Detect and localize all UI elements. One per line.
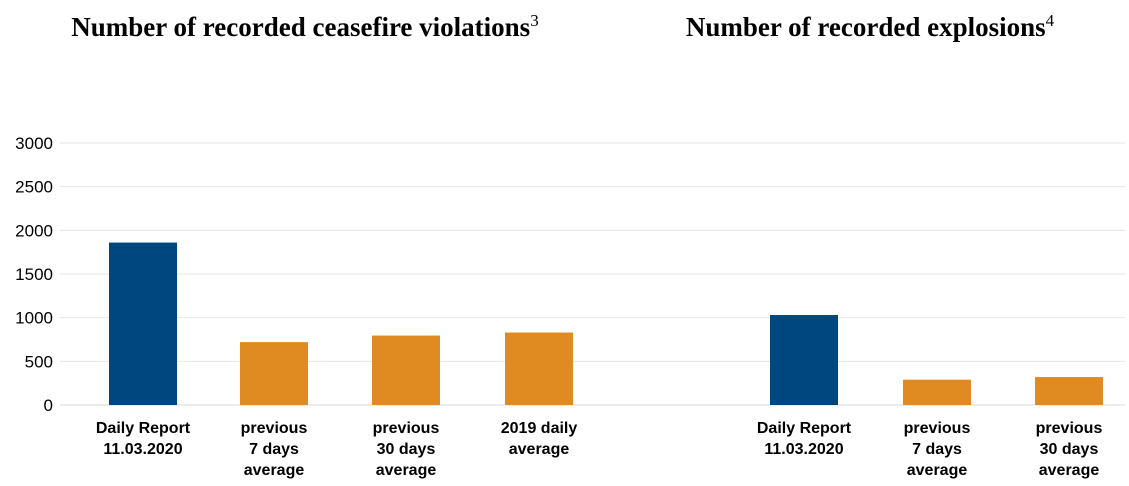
y-tick-label: 3000 [15, 134, 53, 153]
x-category-label: average [376, 462, 437, 479]
chart-title-text: Number of recorded ceasefire violations [71, 12, 531, 42]
chart-title-text: Number of recorded explosions [685, 12, 1046, 42]
bar [770, 315, 838, 405]
x-category-label: 30 days [1040, 441, 1099, 458]
x-category-label: 7 days [249, 441, 299, 458]
y-tick-label: 2500 [15, 178, 53, 197]
x-category-label: 7 days [912, 441, 962, 458]
x-category-label: previous [241, 420, 308, 437]
bar [372, 335, 440, 405]
y-tick-label: 1500 [15, 265, 53, 284]
x-category-label: average [244, 462, 305, 479]
x-category-label: average [509, 441, 570, 458]
x-category-label: previous [904, 420, 971, 437]
x-category-label: 2019 daily [501, 420, 578, 437]
y-tick-label: 1000 [15, 309, 53, 328]
bar [903, 379, 971, 405]
chart-title-explosions: Number of recorded explosions4 [620, 12, 1120, 43]
footnote-marker: 4 [1045, 11, 1055, 30]
x-category-label: average [907, 462, 968, 479]
bar [505, 332, 573, 405]
bar [1035, 377, 1103, 405]
footnote-marker: 3 [530, 11, 539, 30]
bar [240, 342, 308, 405]
bar [109, 242, 177, 405]
x-category-label: 11.03.2020 [103, 441, 182, 458]
x-category-label: Daily Report [757, 420, 852, 437]
y-tick-label: 2000 [15, 221, 53, 240]
chart-title-ceasefire-violations: Number of recorded ceasefire violations3 [60, 12, 550, 43]
y-tick-label: 0 [44, 396, 53, 415]
x-category-label: previous [373, 420, 440, 437]
x-category-label: 30 days [377, 441, 436, 458]
x-category-label: average [1039, 462, 1100, 479]
x-category-label: previous [1036, 420, 1103, 437]
x-category-label: 11.03.2020 [764, 441, 843, 458]
x-category-label: Daily Report [96, 420, 191, 437]
y-tick-label: 500 [25, 352, 53, 371]
